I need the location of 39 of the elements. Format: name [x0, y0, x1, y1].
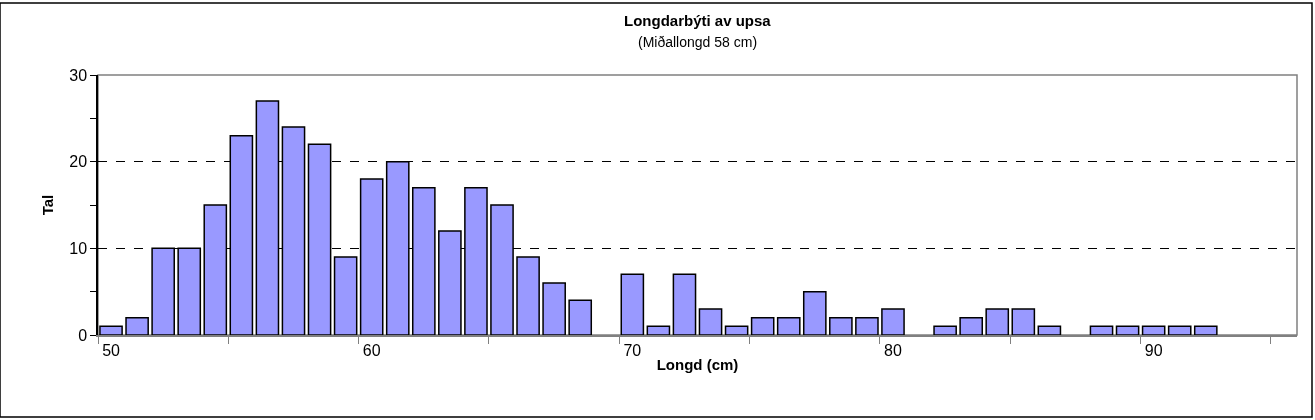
bar — [855, 316, 879, 335]
bar — [125, 316, 149, 335]
y-tick-label: 0 — [78, 326, 88, 344]
bar — [333, 256, 358, 335]
x-tick-label: 50 — [102, 341, 121, 359]
bar — [959, 316, 984, 335]
bar — [672, 273, 697, 335]
x-axis-title: Longd (cm) — [656, 356, 739, 374]
bar — [933, 325, 957, 335]
bar — [776, 316, 801, 335]
y-tick-label: 10 — [69, 239, 88, 257]
bar — [1037, 325, 1062, 335]
x-tick-label: 60 — [362, 341, 381, 359]
bar — [829, 316, 853, 335]
y-tick-label: 30 — [69, 66, 88, 84]
bar — [1167, 325, 1192, 335]
bar — [802, 290, 827, 335]
bar — [985, 308, 1010, 335]
bar — [698, 308, 723, 335]
bar — [646, 325, 671, 335]
bar — [1115, 325, 1140, 335]
chart-title: Longdarbýti av upsa — [624, 12, 772, 29]
bar — [620, 273, 645, 335]
bar — [568, 299, 593, 335]
bar — [724, 325, 749, 335]
bar — [881, 308, 905, 335]
bar — [542, 282, 566, 335]
bar — [1193, 325, 1218, 335]
x-tick-label: 80 — [884, 341, 902, 359]
x-tick-label: 70 — [623, 341, 642, 359]
bar — [516, 256, 540, 335]
y-axis-title: Tal — [39, 194, 56, 216]
chart-subtitle: (Miðallongd 58 cm) — [638, 34, 758, 50]
bar — [1011, 308, 1036, 335]
bar — [750, 316, 775, 335]
y-tick-label: 20 — [69, 153, 88, 171]
bar — [1141, 325, 1166, 335]
bar — [1089, 325, 1114, 335]
x-tick-label: 90 — [1144, 341, 1163, 359]
